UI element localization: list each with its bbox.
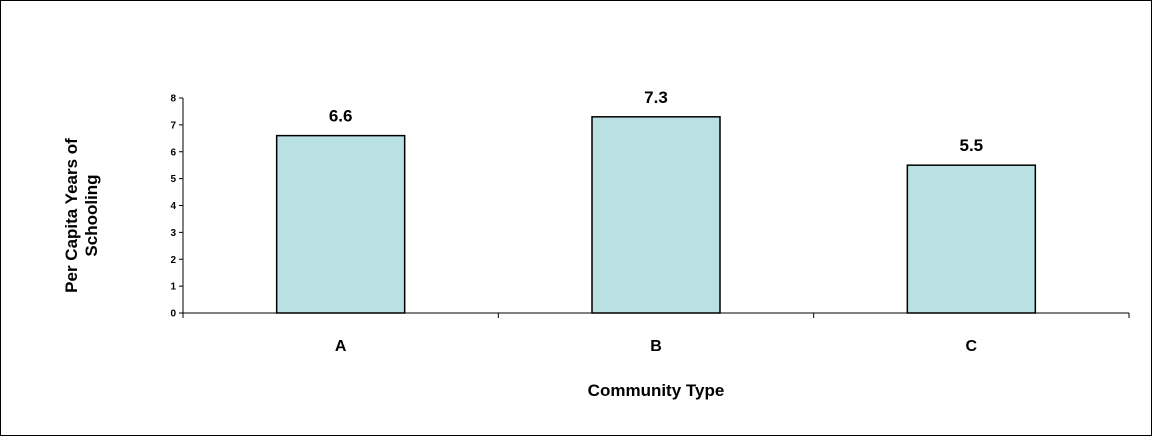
y-axis-title-line-2: Schooling xyxy=(82,174,101,256)
data-label-c: 5.5 xyxy=(960,136,984,155)
category-label-b: B xyxy=(650,338,662,355)
bars xyxy=(275,116,1037,314)
y-tick-label: 2 xyxy=(170,255,176,266)
y-tick-label: 8 xyxy=(170,94,176,105)
y-tick-label: 0 xyxy=(170,309,176,320)
bar-c xyxy=(906,164,1037,314)
category-label-a: A xyxy=(335,338,347,355)
x-axis-ticks: A B C xyxy=(182,313,1130,355)
y-axis-ticks: 0 1 2 3 4 5 6 7 8 xyxy=(170,94,183,320)
y-axis-title: Per Capita Years of Schooling xyxy=(62,138,101,293)
x-axis-title: Community Type xyxy=(588,381,725,400)
y-tick-label: 4 xyxy=(170,201,176,212)
bar-a xyxy=(275,134,406,314)
category-label-c: C xyxy=(966,338,978,355)
y-tick-label: 5 xyxy=(170,174,176,185)
y-tick-label: 7 xyxy=(170,120,176,131)
data-labels: 6.6 7.3 5.5 xyxy=(329,88,983,155)
y-axis-title-line-1: Per Capita Years of xyxy=(62,138,81,293)
y-tick-label: 3 xyxy=(170,228,176,239)
bar-b xyxy=(591,116,721,314)
data-label-a: 6.6 xyxy=(329,107,353,126)
y-tick-label: 1 xyxy=(170,282,176,293)
y-tick-label: 6 xyxy=(170,147,176,158)
data-label-b: 7.3 xyxy=(644,88,668,107)
